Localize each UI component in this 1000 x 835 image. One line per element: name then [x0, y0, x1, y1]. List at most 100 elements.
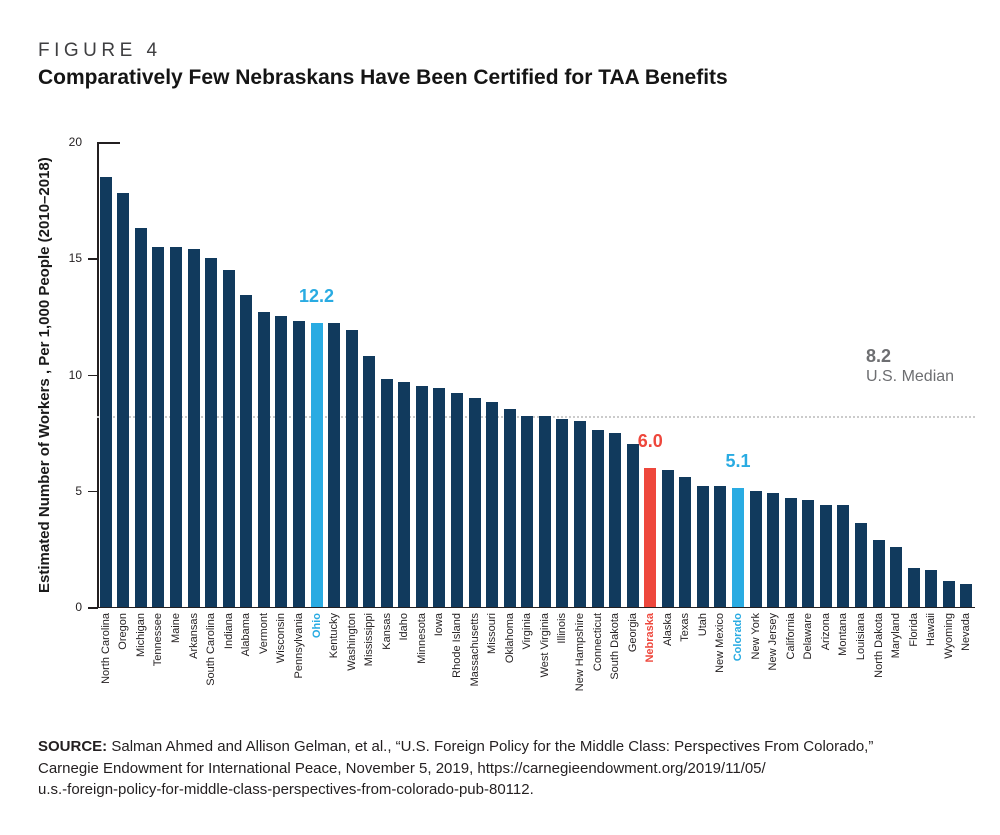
x-label-ohio: Ohio	[310, 613, 323, 639]
bar-area-massachusetts	[466, 142, 484, 607]
x-label-nevada: Nevada	[960, 613, 973, 651]
label-area-pennsylvania: Pennsylvania	[293, 607, 305, 726]
bar-column-hawaii: Hawaii	[922, 142, 940, 726]
bar-column-georgia: Georgia	[624, 142, 642, 726]
bar-washington	[345, 330, 358, 607]
bar-column-tennessee: Tennessee	[150, 142, 168, 726]
bar-column-new-hampshire: New Hampshire	[571, 142, 589, 726]
x-label-maryland: Maryland	[890, 613, 903, 659]
bar-area-wyoming	[940, 142, 958, 607]
bar-area-nevada	[958, 142, 976, 607]
label-area-michigan: Michigan	[135, 607, 147, 726]
bar-area-colorado: 5.1	[726, 142, 751, 607]
label-area-washington: Washington	[346, 607, 358, 726]
label-area-nevada: Nevada	[960, 607, 972, 726]
label-area-south-carolina: South Carolina	[205, 607, 217, 726]
bar-area-oklahoma	[501, 142, 519, 607]
bar-area-south-carolina	[202, 142, 220, 607]
x-label-alaska: Alaska	[661, 613, 674, 647]
figure-title: Comparatively Few Nebraskans Have Been C…	[38, 66, 728, 89]
bar-column-maryland: Maryland	[887, 142, 905, 726]
bar-area-mississippi	[360, 142, 378, 607]
bar-area-new-mexico	[712, 142, 730, 607]
label-area-ohio: Ohio	[311, 607, 323, 726]
bar-area-idaho	[396, 142, 414, 607]
y-axis-tick-labels: 0 5 10 15 20	[0, 135, 82, 614]
label-area-california: California	[785, 607, 797, 726]
label-area-rhode-island: Rhode Island	[451, 607, 463, 726]
label-area-north-carolina: North Carolina	[100, 607, 112, 726]
bar-column-arizona: Arizona	[817, 142, 835, 726]
label-area-indiana: Indiana	[223, 607, 235, 726]
source-label: SOURCE:	[38, 738, 108, 755]
bar-column-new-york: New York	[747, 142, 765, 726]
bar-area-nebraska: 6.0	[638, 142, 663, 607]
bar-area-kentucky	[325, 142, 343, 607]
x-label-illinois: Illinois	[556, 613, 569, 644]
bar-column-california: California	[782, 142, 800, 726]
bar-area-california	[782, 142, 800, 607]
bar-west-virginia	[538, 416, 551, 607]
bar-missouri	[486, 402, 499, 607]
x-label-montana: Montana	[837, 613, 850, 656]
bar-area-new-york	[747, 142, 765, 607]
label-area-arizona: Arizona	[820, 607, 832, 726]
bar-area-michigan	[132, 142, 150, 607]
bar-arkansas	[187, 248, 200, 607]
bar-column-new-mexico: New Mexico	[712, 142, 730, 726]
bar-new-mexico	[714, 486, 727, 607]
x-label-arizona: Arizona	[819, 613, 832, 651]
bar-area-indiana	[220, 142, 238, 607]
bar-column-nevada: Nevada	[958, 142, 976, 726]
y-tick-0: 0	[75, 600, 82, 614]
label-area-louisiana: Louisiana	[855, 607, 867, 726]
bar-column-washington: Washington	[343, 142, 361, 726]
bar-montana	[837, 504, 850, 607]
label-area-new-jersey: New Jersey	[767, 607, 779, 726]
x-label-nebraska: Nebraska	[644, 613, 657, 663]
bar-area-texas	[677, 142, 695, 607]
bar-idaho	[398, 381, 411, 607]
label-area-florida: Florida	[908, 607, 920, 726]
bar-column-south-dakota: South Dakota	[606, 142, 624, 726]
bar-column-vermont: Vermont	[255, 142, 273, 726]
bar-column-maine: Maine	[167, 142, 185, 726]
label-area-kentucky: Kentucky	[328, 607, 340, 726]
x-label-oklahoma: Oklahoma	[503, 613, 516, 664]
figure-kicker: FIGURE 4	[38, 40, 162, 61]
bar-louisiana	[854, 523, 867, 607]
bar-mississippi	[363, 355, 376, 607]
bar-column-michigan: Michigan	[132, 142, 150, 726]
label-area-georgia: Georgia	[627, 607, 639, 726]
bar-area-illinois	[554, 142, 572, 607]
bar-column-florida: Florida	[905, 142, 923, 726]
bar-column-missouri: Missouri	[483, 142, 501, 726]
bar-area-maryland	[887, 142, 905, 607]
x-label-rhode-island: Rhode Island	[451, 613, 464, 678]
bar-area-new-hampshire	[571, 142, 589, 607]
label-area-vermont: Vermont	[258, 607, 270, 726]
bar-column-delaware: Delaware	[800, 142, 818, 726]
x-label-connecticut: Connecticut	[591, 613, 604, 672]
x-label-georgia: Georgia	[626, 613, 639, 653]
bar-area-ohio: 12.2	[299, 142, 334, 607]
label-area-massachusetts: Massachusetts	[469, 607, 481, 726]
label-area-oregon: Oregon	[117, 607, 129, 726]
x-label-wisconsin: Wisconsin	[275, 613, 288, 664]
bar-area-alabama	[238, 142, 256, 607]
bar-area-south-dakota	[606, 142, 624, 607]
value-label-nebraska: 6.0	[637, 430, 663, 451]
bar-column-nebraska: 6.0 Nebraska	[638, 142, 663, 726]
label-area-texas: Texas	[679, 607, 691, 726]
y-tick-mark-0	[88, 607, 98, 609]
bar-south-dakota	[609, 432, 622, 607]
label-area-tennessee: Tennessee	[152, 607, 164, 726]
bar-area-north-carolina	[97, 142, 115, 607]
x-label-kansas: Kansas	[380, 613, 393, 650]
bar-column-alabama: Alabama	[238, 142, 256, 726]
bar-nevada	[960, 583, 973, 607]
label-area-wisconsin: Wisconsin	[275, 607, 287, 726]
bar-arizona	[819, 504, 832, 607]
bar-column-connecticut: Connecticut	[589, 142, 607, 726]
bar-iowa	[433, 388, 446, 607]
